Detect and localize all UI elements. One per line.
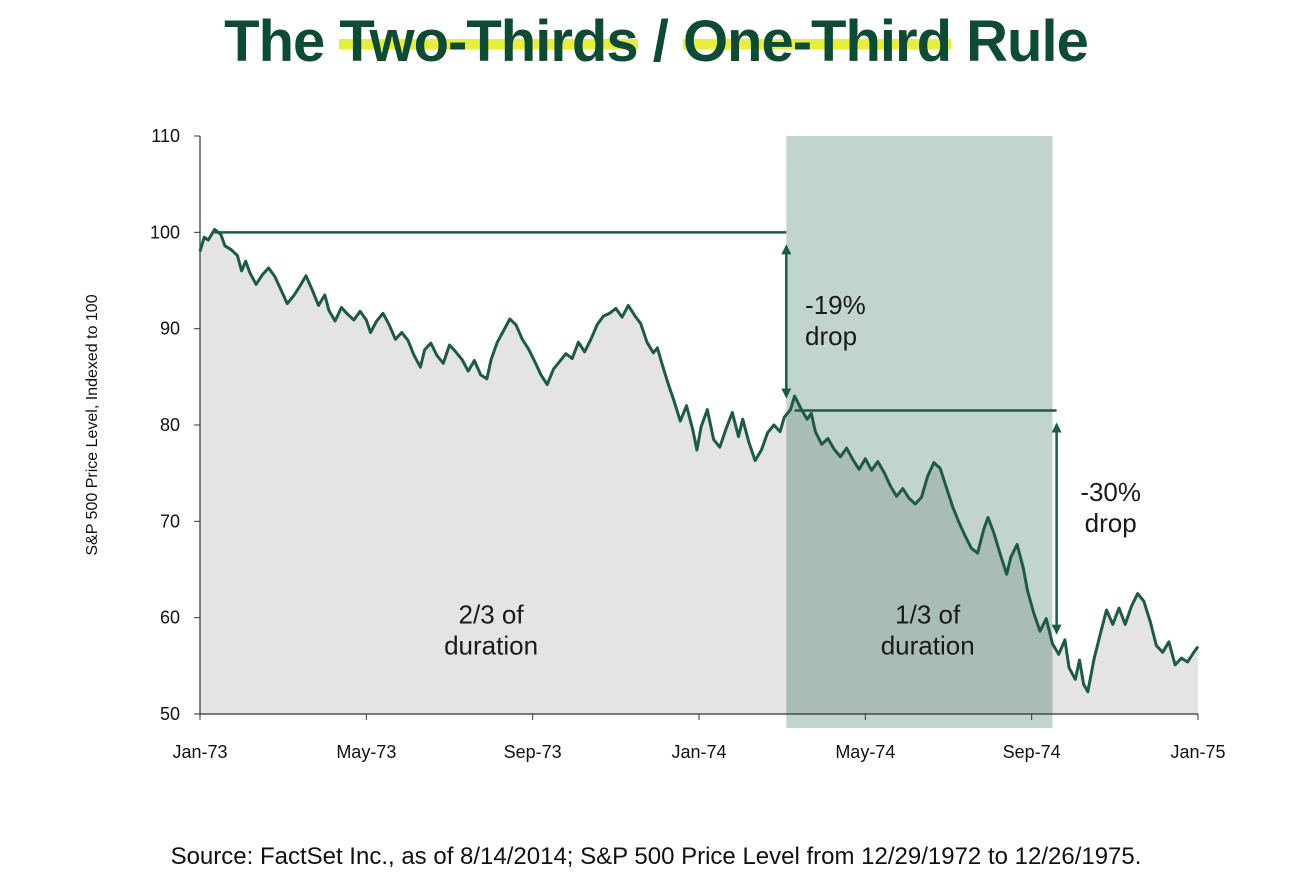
title-part-1: The	[224, 9, 340, 74]
y-tick-label: 50	[160, 704, 180, 724]
title-part-2: /	[637, 9, 683, 74]
drop-30-label-line: -30%	[1080, 477, 1141, 507]
title-part-3: Rule	[951, 9, 1089, 74]
two-thirds-label-line: duration	[444, 630, 538, 660]
one-third-label-line: duration	[881, 630, 975, 660]
one-third-label-line: 1/3 of	[895, 599, 961, 629]
drop-19-label: -19% drop	[805, 290, 866, 351]
y-axis-label: S&P 500 Price Level, Indexed to 100	[84, 294, 101, 555]
y-tick-label: 80	[160, 415, 180, 435]
shaded-region	[786, 136, 1053, 728]
title-highlight-two-thirds: Two-Thirds	[339, 9, 639, 74]
x-tick-label: Jan-74	[671, 742, 726, 762]
y-tick-label: 100	[150, 222, 180, 242]
one-third-label: 1/3 of duration	[881, 599, 975, 660]
x-tick-label: May-73	[336, 742, 396, 762]
y-tick-label: 60	[160, 608, 180, 628]
y-tick-label: 90	[160, 319, 180, 339]
drop-19-label-line: -19%	[805, 290, 866, 320]
y-tick-label: 70	[160, 511, 180, 531]
x-tick-label: Jan-73	[172, 742, 227, 762]
x-tick-label: Sep-74	[1003, 742, 1061, 762]
drop-30-label: -30% drop	[1080, 477, 1141, 538]
source-note: Source: FactSet Inc., as of 8/14/2014; S…	[170, 843, 1142, 870]
two-thirds-label: 2/3 of duration	[444, 599, 538, 660]
two-thirds-label-line: 2/3 of	[459, 599, 525, 629]
line-chart: 50 60 70 80 90 100 110 Jan-73 May-73 Sep-73 Jan-74…	[84, 126, 1226, 762]
series-line-sp500	[198, 227, 1200, 694]
x-tick-label: Sep-73	[504, 742, 562, 762]
chart-title: The Two-Thirds / One-Third Rule	[0, 2, 1312, 82]
title-highlight-one-third: One-Third	[682, 9, 952, 74]
drop-19-label-line: drop	[805, 321, 857, 351]
y-tick-label: 110	[151, 126, 180, 146]
x-tick-label: May-74	[835, 742, 895, 762]
drop-30-label-line: drop	[1085, 508, 1137, 538]
x-tick-label: Jan-75	[1170, 742, 1225, 762]
